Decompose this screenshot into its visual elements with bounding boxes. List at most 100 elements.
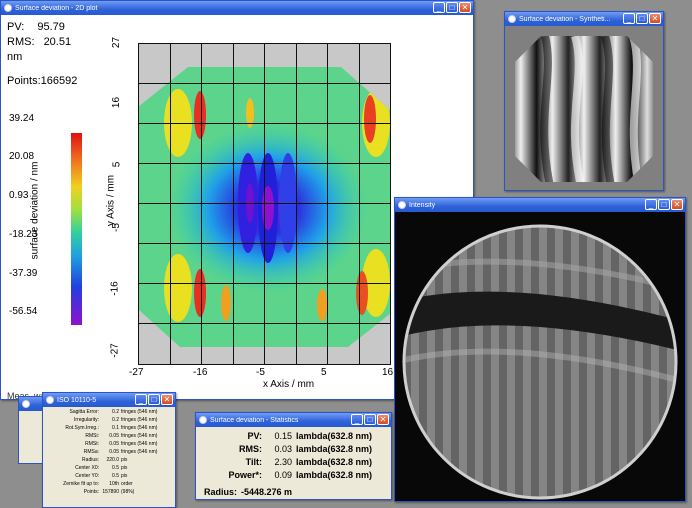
rms-label: RMS: <box>7 36 35 48</box>
iso-value: 157890 <box>102 489 119 495</box>
stats-content: Radius: -5448.276 m PV: 0.15 lambda(632.8 … <box>196 427 391 499</box>
iso-label: Zernike fit up to: <box>63 481 99 487</box>
grid-line <box>201 43 202 365</box>
stats-row: Power*: 0.09 lambda(632.8 nm) <box>196 470 391 480</box>
iso-row: RMSi: 0.05 fringes (546 nm) <box>43 433 175 439</box>
stats-unit: lambda(632.8 nm) <box>296 431 373 441</box>
iso-label: RMSa: <box>83 449 99 455</box>
maximize-button[interactable]: □ <box>658 199 670 210</box>
maximize-button[interactable]: □ <box>148 394 160 405</box>
iso-label: Center X0: <box>75 465 99 471</box>
close-button[interactable]: ✕ <box>649 13 661 24</box>
pv-label: PV: <box>7 21 25 33</box>
x-tick: -16 <box>193 367 208 378</box>
x-tick: -5 <box>256 367 265 378</box>
iso-label: Rot.Sym.Irreg.: <box>65 425 99 431</box>
iso-label: Radius: <box>82 457 99 463</box>
iso-label: Points: <box>83 489 99 495</box>
stats-value: 0.03 <box>274 444 292 454</box>
intensity-window[interactable]: Intensity _ □ ✕ <box>394 197 686 502</box>
maximize-button[interactable]: □ <box>636 13 648 24</box>
close-button[interactable]: ✕ <box>459 2 471 13</box>
radius-row: Radius: -5448.276 m <box>196 487 391 497</box>
iso-row: Rot.Sym.Irreg.: 0.1 fringes (546 nm) <box>43 425 175 431</box>
iso-unit: fringes (546 nm) <box>121 441 158 447</box>
main-titlebar[interactable]: Surface deviation - 2D plot _ □ ✕ <box>1 1 473 15</box>
iso-label: RMSt: <box>85 441 99 447</box>
x-tick: 16 <box>382 367 394 378</box>
iso-unit: fringes (546 nm) <box>121 433 158 439</box>
stats-row: RMS: 0.03 lambda(632.8 nm) <box>196 444 391 454</box>
radius-label: Radius: <box>203 487 237 497</box>
stats-label: Power*: <box>228 470 262 480</box>
stats-label: Tilt: <box>245 457 262 467</box>
iso-value: 0.5 <box>112 465 119 471</box>
iso-window[interactable]: ISO 10110-5 _ □ ✕ Sagitta Error: 0.2 fring… <box>42 392 176 508</box>
colorbar-tick: 0.93 <box>9 190 29 201</box>
synthetic-title: Surface deviation - Syntheti... <box>519 15 611 23</box>
minimize-button[interactable]: _ <box>623 13 635 24</box>
iso-value: 220.0 <box>106 457 119 463</box>
statistics-window[interactable]: Surface deviation - Statistics _ □ ✕ Rad… <box>195 412 392 500</box>
close-button[interactable]: ✕ <box>377 414 389 425</box>
colorbar-tick: 39.24 <box>9 113 35 124</box>
y-axis-label: y Axis / mm <box>105 174 117 227</box>
maximize-button[interactable]: □ <box>446 2 458 13</box>
minimize-button[interactable]: _ <box>433 2 445 13</box>
iso-row: RMSt: 0.05 fringes (546 nm) <box>43 441 175 447</box>
stats-titlebar[interactable]: Surface deviation - Statistics _ □ ✕ <box>196 413 391 427</box>
minimize-button[interactable]: _ <box>645 199 657 210</box>
iso-unit: fringes (546 nm) <box>121 449 158 455</box>
x-tick: -27 <box>129 367 144 378</box>
synthetic-titlebar[interactable]: Surface deviation - Syntheti... _ □ ✕ <box>505 12 663 26</box>
colorbar-tick: -18.23 <box>9 229 38 240</box>
grid-line <box>359 43 360 365</box>
pv-line: PV: 95.79 <box>7 21 65 33</box>
y-tick: -27 <box>109 343 121 358</box>
iso-row: Zernike fit up to: 10th order <box>43 481 175 487</box>
unit-label: nm <box>7 51 23 63</box>
iso-unit: (98%) <box>121 489 135 495</box>
intensity-titlebar[interactable]: Intensity _ □ ✕ <box>395 198 685 212</box>
grid-line <box>327 43 328 365</box>
iso-unit: fringes (546 nm) <box>121 409 158 415</box>
colorbar-tick: 20.08 <box>9 151 35 162</box>
minimize-button[interactable]: _ <box>135 394 147 405</box>
iso-label: RMSi: <box>85 433 99 439</box>
iso-row: Center X0: 0.5 pix <box>43 465 175 471</box>
close-button[interactable]: ✕ <box>161 394 173 405</box>
rms-line: RMS: 20.51 <box>7 36 71 48</box>
iso-value: 0.05 <box>109 433 119 439</box>
iso-row: RMSa: 0.05 fringes (546 nm) <box>43 449 175 455</box>
stats-label: RMS: <box>239 444 262 454</box>
app-icon <box>46 396 54 404</box>
points-label: Points:166592 <box>7 75 78 87</box>
radius-value: -5448.276 m <box>241 487 293 497</box>
app-icon <box>398 201 406 209</box>
iso-unit: pix <box>121 473 128 479</box>
minimize-button[interactable]: _ <box>351 414 363 425</box>
stats-unit: lambda(632.8 nm) <box>296 444 373 454</box>
iso-row: Irregularity: 0.2 fringes (546 nm) <box>43 417 175 423</box>
iso-row: Radius: 220.0 pix <box>43 457 175 463</box>
synthetic-window[interactable]: Surface deviation - Syntheti... _ □ ✕ <box>504 11 664 191</box>
iso-value: 0.05 <box>109 449 119 455</box>
iso-value: 0.5 <box>112 473 119 479</box>
iso-value: 0.05 <box>109 441 119 447</box>
surface-plot[interactable] <box>138 43 391 365</box>
close-button[interactable]: ✕ <box>671 199 683 210</box>
y-tick: 16 <box>111 96 123 109</box>
colorbar-label: surface deviation / nm <box>29 161 41 260</box>
iso-title: ISO 10110-5 <box>57 396 97 404</box>
iso-row: Center Y0: 0.5 pix <box>43 473 175 479</box>
colorbar <box>71 133 82 325</box>
grid-line <box>296 43 297 365</box>
x-axis-label: x Axis / mm <box>263 379 315 390</box>
iso-titlebar[interactable]: ISO 10110-5 _ □ ✕ <box>43 393 175 407</box>
iso-unit: pix <box>121 457 128 463</box>
stats-label: PV: <box>247 431 262 441</box>
synthetic-fringes <box>515 36 653 182</box>
stats-row: PV: 0.15 lambda(632.8 nm) <box>196 431 391 441</box>
iso-label: Sagitta Error: <box>69 409 99 415</box>
maximize-button[interactable]: □ <box>364 414 376 425</box>
